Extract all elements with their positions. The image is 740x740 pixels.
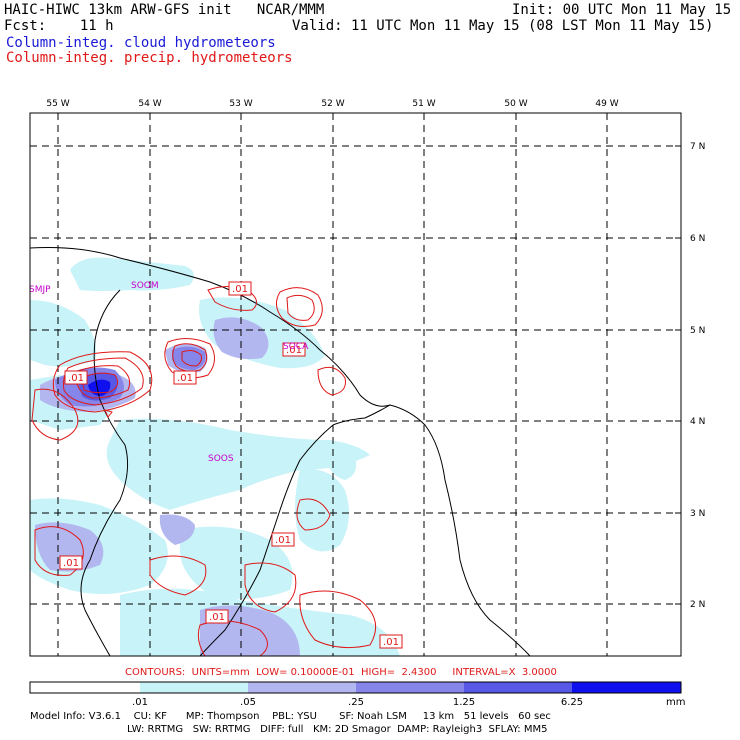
contour-label-boxes [59,281,403,649]
lon-label: 49 W [595,99,618,109]
field-title-cloud: Column-integ. cloud hydrometeors [6,35,276,51]
lat-lon-grid [30,113,681,656]
contour-labels: .01 .01 .01 .01 .01 .01 .01 .01 [63,284,399,648]
valid-time: Valid: 11 UTC Mon 11 May 15 (08 LST Mon … [292,18,714,34]
model-title: HAIC-HIWC 13km ARW-GFS init NCAR/MMM [4,2,325,18]
colorbar-level: .01 [132,697,148,708]
lat-label: 3 N [690,509,705,519]
contours-low: LOW= 0.10000E-01 [256,667,355,678]
contours-units: UNITS=mm [191,667,250,678]
contour-label: .01 [286,345,302,356]
station-soom: SOOM [131,281,159,291]
plot-frame [29,112,682,657]
forecast-hour: Fcst: 11 h [4,18,114,34]
contours-interval: INTERVAL=X 3.0000 [452,667,557,678]
contours-high: HIGH= 2.4300 [361,667,437,678]
contour-label: .01 [63,558,79,569]
lat-label: 2 N [690,600,705,610]
lat-labels: 7 N 6 N 5 N 4 N 3 N 2 N [690,142,705,610]
contours-label: CONTOURS: [125,667,186,678]
lon-label: 55 W [46,99,69,109]
colorbar-level: 6.25 [561,697,583,708]
contour-label: .01 [177,373,193,384]
lat-label: 5 N [690,326,705,336]
lat-label: 7 N [690,142,705,152]
colorbar-level: .25 [348,697,364,708]
model-info-line2: LW: RRTMG SW: RRTMG DIFF: full KM: 2D Sm… [127,724,548,735]
lon-label: 51 W [412,99,435,109]
colorbar-level: .05 [240,697,256,708]
contour-label: .01 [209,612,225,623]
contour-label: .01 [68,373,84,384]
init-time: Init: 00 UTC Mon 11 May 15 [512,2,732,18]
contour-label: .01 [383,637,399,648]
frame-ticks [57,113,681,605]
station-smjp: SMJP [29,285,51,295]
lon-label: 52 W [321,99,344,109]
lon-label: 54 W [138,99,161,109]
colorbar [29,681,682,694]
colorbar-level: 1.25 [453,697,475,708]
lat-label: 4 N [690,417,705,427]
lat-label: 6 N [690,234,705,244]
lon-label: 53 W [229,99,252,109]
lon-label: 50 W [504,99,527,109]
station-labels: SMJP SOCA SOOM SOOS [29,281,309,464]
lon-labels: 55 W 54 W 53 W 52 W 51 W 50 W 49 W [46,99,618,109]
colorbar-labels: .01 .05 .25 1.25 6.25 mm [132,697,685,708]
station-soca: SOCA [283,342,309,352]
model-info-line1: Model Info: V3.6.1 CU: KF MP: Thompson P… [30,711,551,722]
station-soos: SOOS [208,454,234,464]
contour-label: .01 [232,284,248,295]
precip-contours [31,286,377,656]
field-title-precip: Column-integ. precip. hydrometeors [6,50,293,66]
coastlines-borders [30,246,531,656]
contour-label: .01 [275,535,291,546]
colorbar-units: mm [666,697,685,708]
contours-info: CONTOURS: UNITS=mm LOW= 0.10000E-01 HIGH… [125,668,557,678]
